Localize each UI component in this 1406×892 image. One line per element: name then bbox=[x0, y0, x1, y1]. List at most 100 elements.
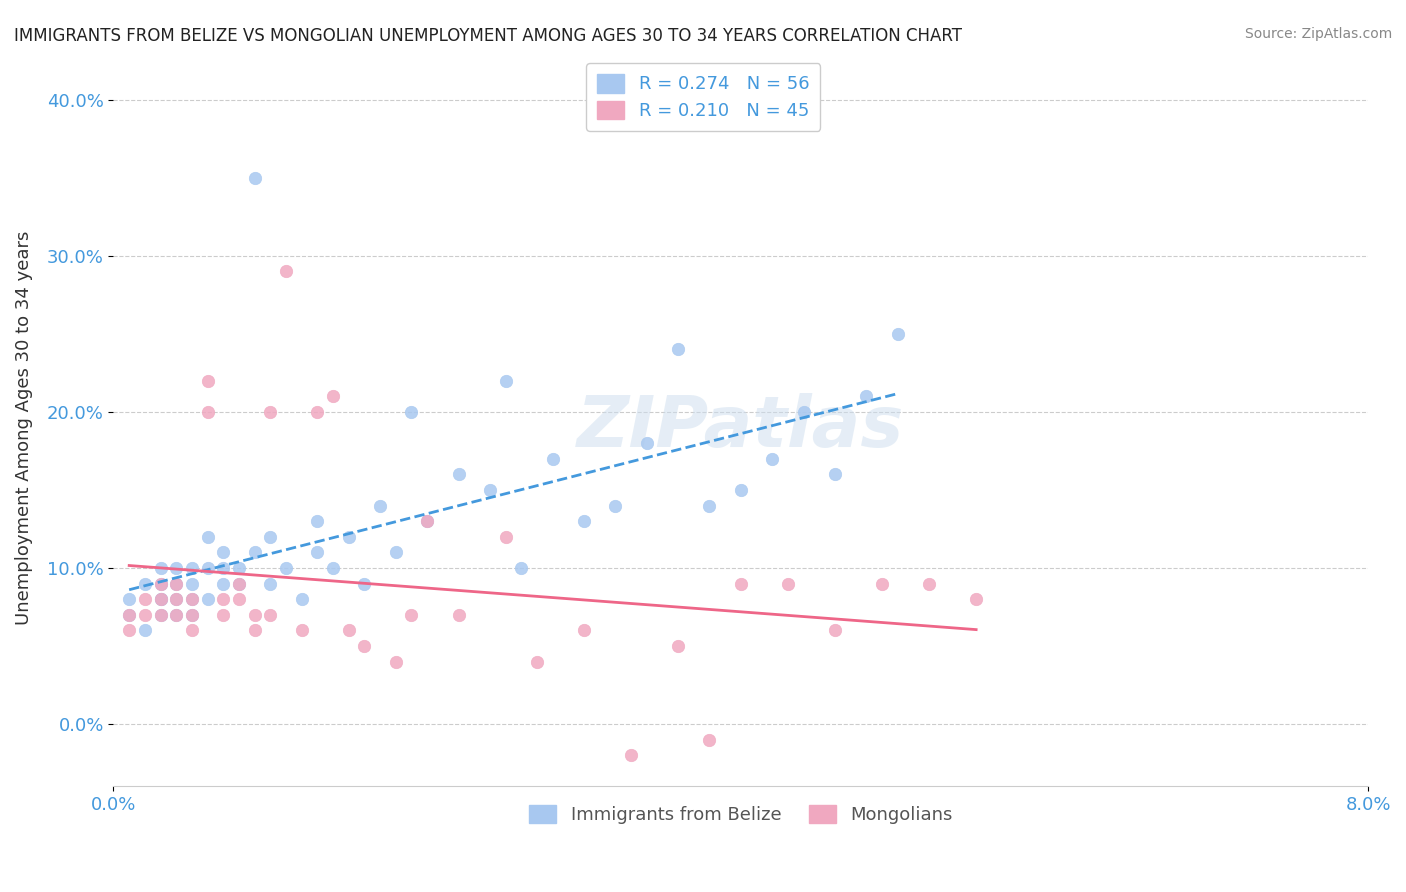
Point bbox=[572, 514, 595, 528]
Point bbox=[165, 607, 187, 622]
Point bbox=[291, 592, 314, 607]
Point bbox=[180, 592, 202, 607]
Legend: Immigrants from Belize, Mongolians: Immigrants from Belize, Mongolians bbox=[519, 794, 963, 835]
Point bbox=[149, 576, 172, 591]
Point bbox=[965, 592, 987, 607]
Point bbox=[180, 624, 202, 638]
Point bbox=[605, 499, 627, 513]
Point bbox=[197, 561, 219, 575]
Point bbox=[495, 530, 517, 544]
Point bbox=[243, 607, 266, 622]
Point bbox=[118, 624, 141, 638]
Point bbox=[526, 655, 548, 669]
Point bbox=[620, 748, 643, 763]
Point bbox=[259, 405, 281, 419]
Point bbox=[353, 639, 375, 653]
Y-axis label: Unemployment Among Ages 30 to 34 years: Unemployment Among Ages 30 to 34 years bbox=[15, 230, 32, 624]
Point bbox=[165, 592, 187, 607]
Point bbox=[165, 607, 187, 622]
Point bbox=[259, 576, 281, 591]
Point bbox=[274, 264, 297, 278]
Point bbox=[212, 561, 235, 575]
Point bbox=[228, 561, 250, 575]
Point bbox=[212, 545, 235, 559]
Text: Source: ZipAtlas.com: Source: ZipAtlas.com bbox=[1244, 27, 1392, 41]
Point bbox=[666, 343, 689, 357]
Point bbox=[197, 592, 219, 607]
Point bbox=[447, 607, 470, 622]
Point bbox=[134, 607, 156, 622]
Point bbox=[541, 451, 564, 466]
Point bbox=[134, 624, 156, 638]
Point bbox=[870, 576, 893, 591]
Point bbox=[243, 170, 266, 185]
Point bbox=[165, 592, 187, 607]
Point bbox=[165, 576, 187, 591]
Point bbox=[259, 607, 281, 622]
Point bbox=[212, 607, 235, 622]
Point bbox=[478, 483, 501, 497]
Point bbox=[180, 592, 202, 607]
Point bbox=[776, 576, 799, 591]
Point bbox=[416, 514, 439, 528]
Point bbox=[259, 530, 281, 544]
Point bbox=[180, 607, 202, 622]
Text: ZIPatlas: ZIPatlas bbox=[578, 393, 904, 462]
Point bbox=[886, 326, 908, 341]
Point bbox=[385, 545, 408, 559]
Point bbox=[228, 576, 250, 591]
Point bbox=[149, 561, 172, 575]
Point bbox=[337, 530, 360, 544]
Point bbox=[495, 374, 517, 388]
Point bbox=[793, 405, 815, 419]
Point bbox=[228, 576, 250, 591]
Point bbox=[274, 561, 297, 575]
Point bbox=[212, 576, 235, 591]
Point bbox=[197, 530, 219, 544]
Point bbox=[353, 576, 375, 591]
Point bbox=[824, 624, 846, 638]
Point bbox=[149, 607, 172, 622]
Point bbox=[368, 499, 391, 513]
Point bbox=[307, 545, 329, 559]
Point bbox=[180, 576, 202, 591]
Point bbox=[385, 655, 408, 669]
Point bbox=[149, 576, 172, 591]
Point bbox=[824, 467, 846, 482]
Point bbox=[149, 607, 172, 622]
Point bbox=[666, 639, 689, 653]
Point bbox=[118, 607, 141, 622]
Point bbox=[243, 624, 266, 638]
Point bbox=[447, 467, 470, 482]
Point bbox=[197, 405, 219, 419]
Point bbox=[118, 607, 141, 622]
Point bbox=[149, 592, 172, 607]
Point bbox=[165, 576, 187, 591]
Point bbox=[730, 576, 752, 591]
Point bbox=[149, 592, 172, 607]
Point bbox=[165, 561, 187, 575]
Point bbox=[416, 514, 439, 528]
Point bbox=[307, 514, 329, 528]
Point bbox=[134, 576, 156, 591]
Point bbox=[636, 436, 658, 450]
Point bbox=[699, 499, 721, 513]
Point bbox=[180, 607, 202, 622]
Point bbox=[228, 592, 250, 607]
Point bbox=[337, 624, 360, 638]
Point bbox=[699, 732, 721, 747]
Point bbox=[322, 561, 344, 575]
Point bbox=[510, 561, 533, 575]
Point bbox=[401, 607, 423, 622]
Point bbox=[180, 561, 202, 575]
Point bbox=[291, 624, 314, 638]
Point bbox=[401, 405, 423, 419]
Point bbox=[918, 576, 941, 591]
Point bbox=[243, 545, 266, 559]
Point bbox=[118, 592, 141, 607]
Point bbox=[149, 592, 172, 607]
Point bbox=[307, 405, 329, 419]
Point bbox=[212, 592, 235, 607]
Point bbox=[197, 374, 219, 388]
Point bbox=[761, 451, 783, 466]
